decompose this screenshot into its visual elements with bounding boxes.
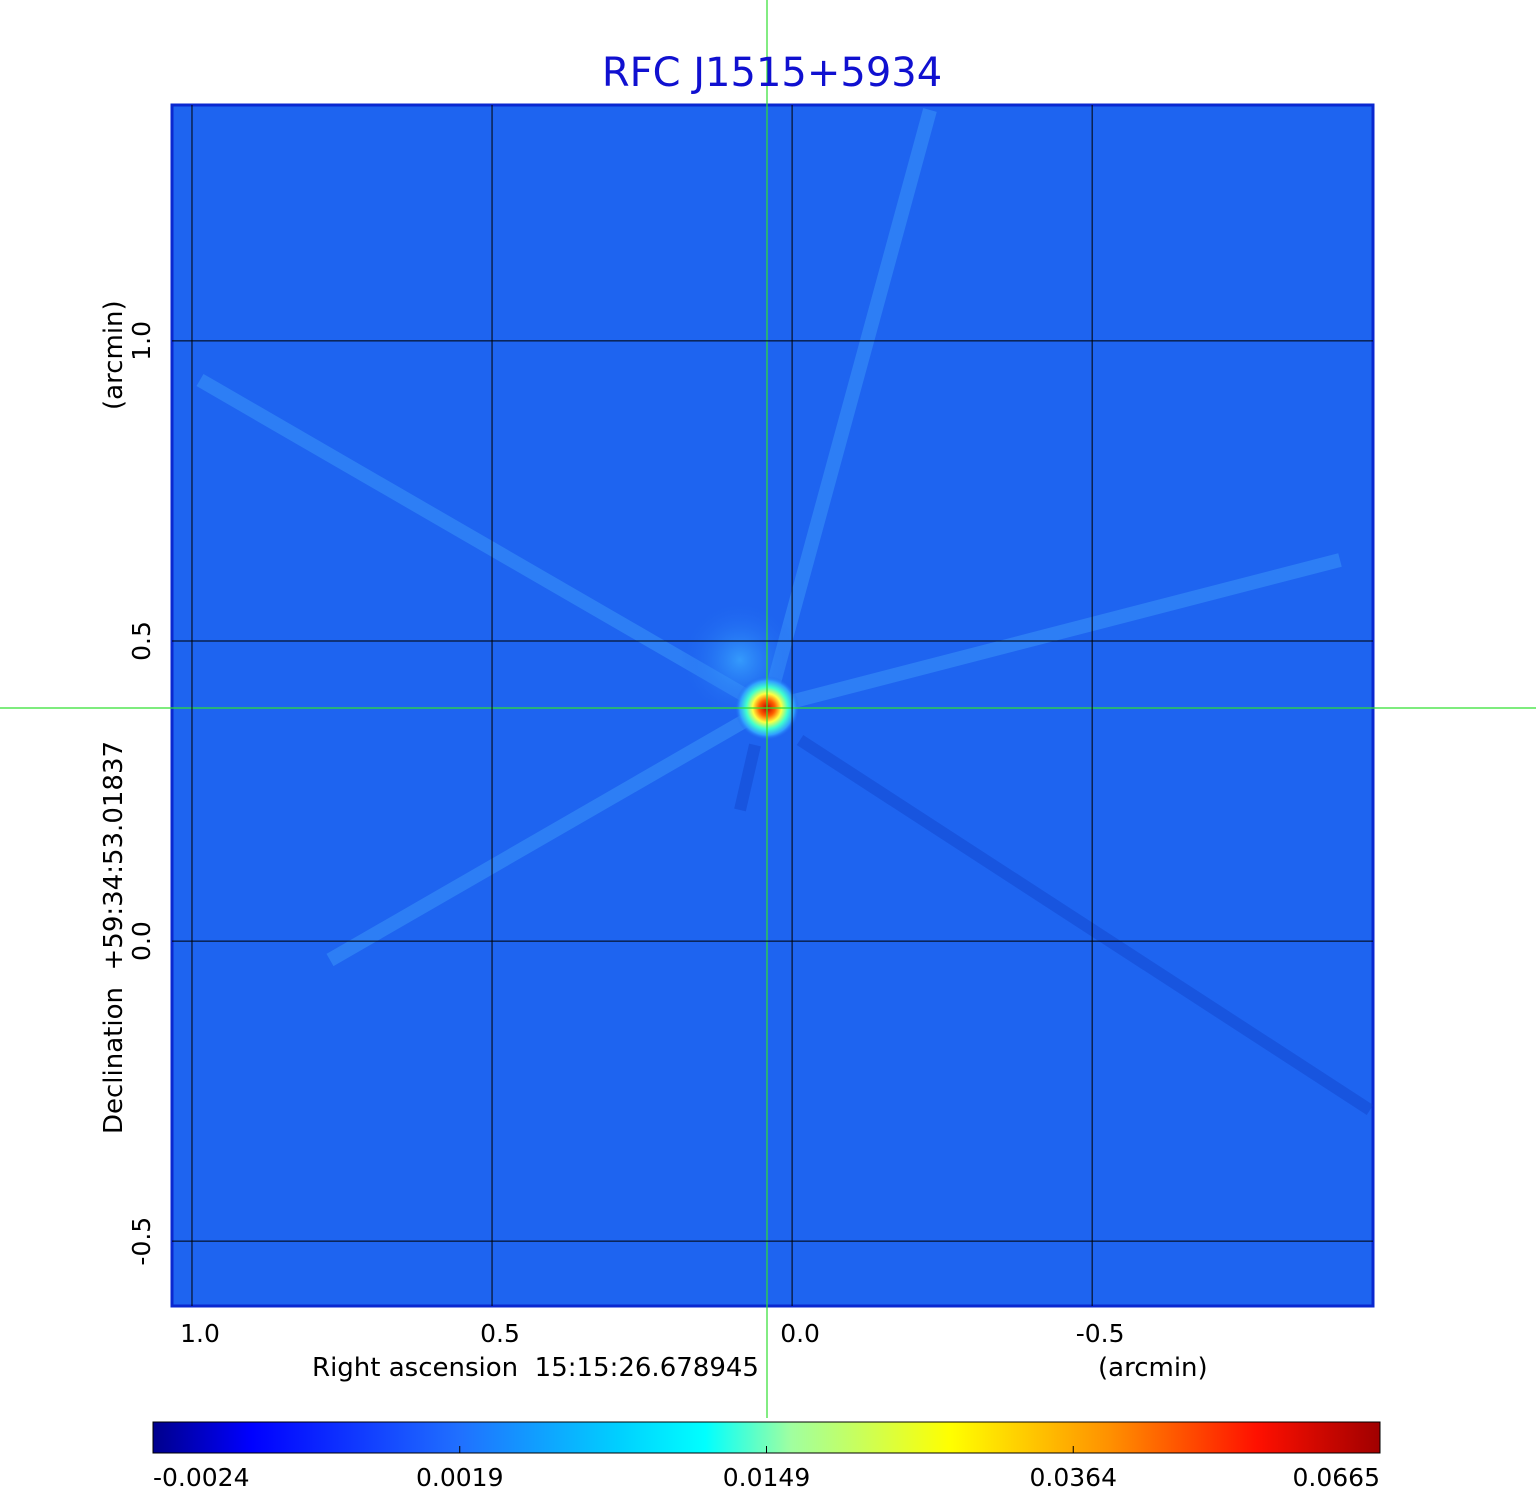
sidelobes <box>196 108 1342 967</box>
colorbar-tick-label: 0.0019 <box>416 1463 503 1492</box>
x-tick-label: -0.5 <box>1076 1319 1125 1348</box>
y-tick-label: 0.5 <box>127 621 156 661</box>
x-axis-label: Right ascension 15:15:26.678945 <box>312 1353 759 1383</box>
x-tick-label: 0.5 <box>480 1319 520 1348</box>
chart-title: RFC J1515+5934 <box>602 50 942 96</box>
y-tick-label: -0.5 <box>127 1217 156 1266</box>
y-tick-label: 0.0 <box>127 921 156 961</box>
y-tick-label: 1.0 <box>127 321 156 361</box>
x-tick-label: 0.0 <box>780 1319 820 1348</box>
colorbar-tick-label: 0.0364 <box>1030 1463 1117 1492</box>
x-tick-label: 1.0 <box>180 1319 220 1348</box>
y-axis-label: Declination +59:34:53.01837 <box>99 741 129 1134</box>
negative-lobes <box>734 734 1374 1116</box>
x-axis-unit: (arcmin) <box>1098 1353 1208 1383</box>
colorbar-tick-label: -0.0024 <box>153 1463 250 1492</box>
colorbar-tick-label: 0.0665 <box>1293 1463 1380 1492</box>
colorbar-tick-label: 0.0149 <box>723 1463 810 1492</box>
y-axis-unit: (arcmin) <box>99 300 129 410</box>
